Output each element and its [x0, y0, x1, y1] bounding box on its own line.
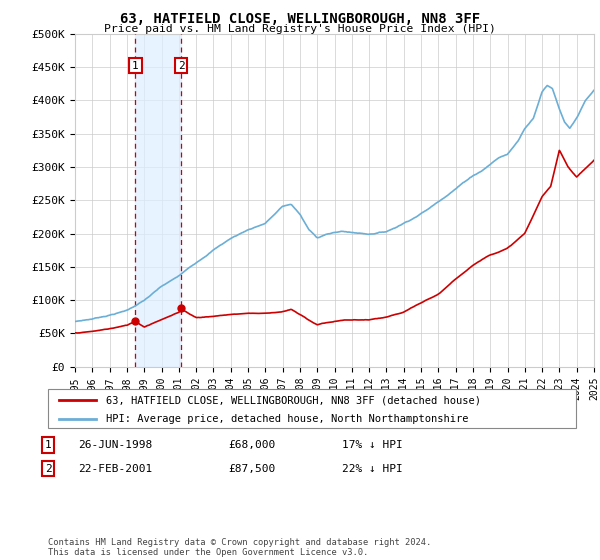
Text: £87,500: £87,500	[228, 464, 275, 474]
Text: 17% ↓ HPI: 17% ↓ HPI	[342, 440, 403, 450]
Text: 2: 2	[44, 464, 52, 474]
Text: 63, HATFIELD CLOSE, WELLINGBOROUGH, NN8 3FF: 63, HATFIELD CLOSE, WELLINGBOROUGH, NN8 …	[120, 12, 480, 26]
Text: Contains HM Land Registry data © Crown copyright and database right 2024.
This d: Contains HM Land Registry data © Crown c…	[48, 538, 431, 557]
Bar	[136, 34, 181, 367]
Text: 22-FEB-2001: 22-FEB-2001	[78, 464, 152, 474]
Text: HPI: Average price, detached house, North Northamptonshire: HPI: Average price, detached house, Nort…	[106, 414, 469, 423]
Text: £68,000: £68,000	[228, 440, 275, 450]
Text: 1: 1	[132, 60, 139, 71]
Text: 1: 1	[44, 440, 52, 450]
Text: Price paid vs. HM Land Registry's House Price Index (HPI): Price paid vs. HM Land Registry's House …	[104, 24, 496, 34]
Text: 63, HATFIELD CLOSE, WELLINGBOROUGH, NN8 3FF (detached house): 63, HATFIELD CLOSE, WELLINGBOROUGH, NN8 …	[106, 395, 481, 405]
Text: 2: 2	[178, 60, 184, 71]
FancyBboxPatch shape	[48, 389, 576, 428]
Text: 22% ↓ HPI: 22% ↓ HPI	[342, 464, 403, 474]
Text: 26-JUN-1998: 26-JUN-1998	[78, 440, 152, 450]
